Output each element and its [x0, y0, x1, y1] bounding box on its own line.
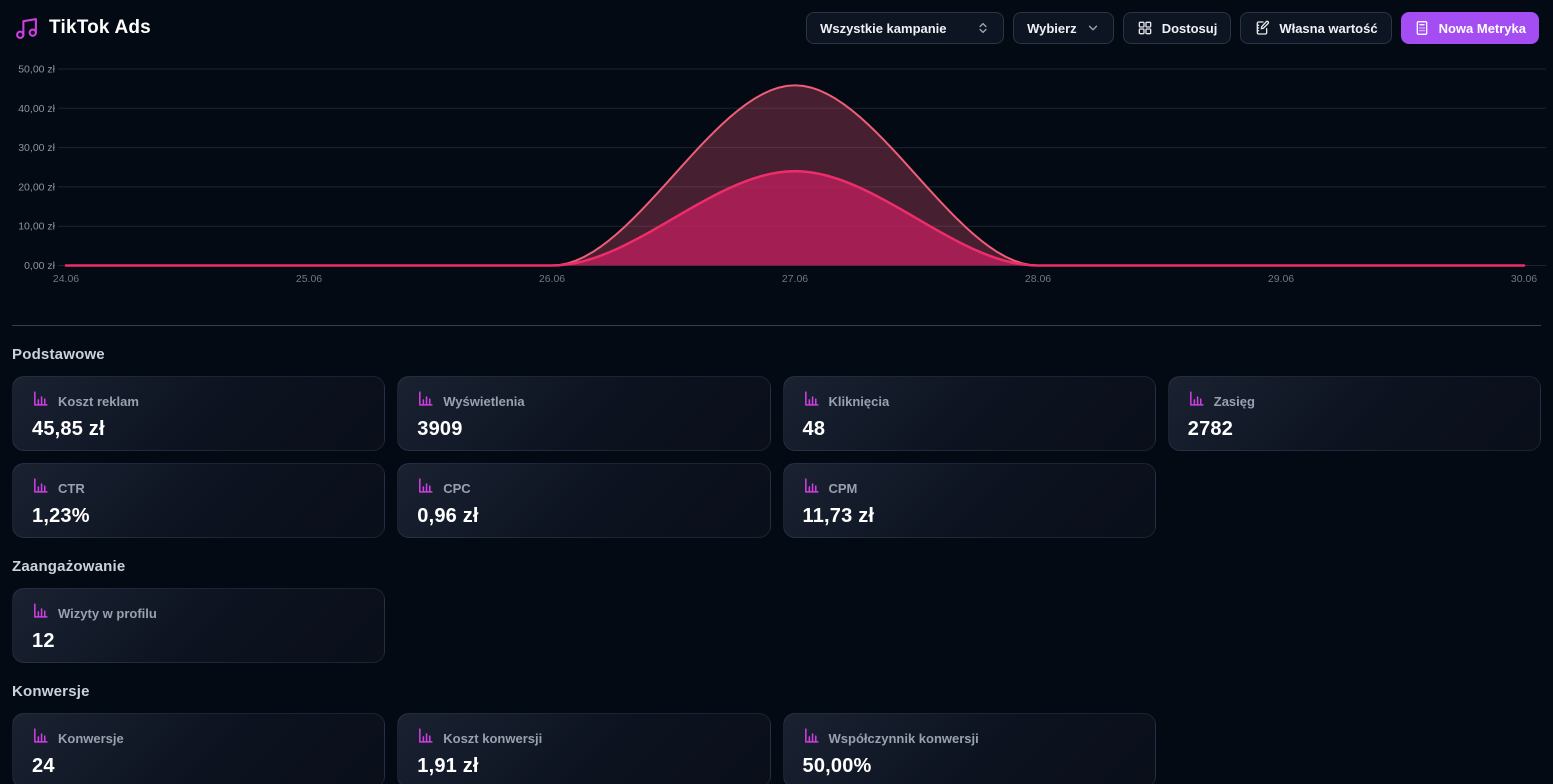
- metric-card-label: Wyświetlenia: [443, 393, 525, 409]
- metric-card[interactable]: Wizyty w profilu 12: [12, 588, 386, 663]
- metric-card-value: 0,96 zł: [417, 505, 479, 527]
- metric-section: Podstawowe Koszt reklam 45,85 zł Wyświetlen…: [12, 346, 1541, 538]
- metric-card[interactable]: CTR 1,23%: [12, 463, 386, 538]
- bar-chart-icon: [803, 727, 820, 749]
- metrics-content: Podstawowe Koszt reklam 45,85 zł Wyświetlen…: [0, 346, 1553, 784]
- metric-card[interactable]: Kliknięcia 48: [782, 376, 1156, 451]
- y-axis-label: 10,00 zł: [18, 221, 55, 233]
- metric-card[interactable]: CPM 11,73 zł: [782, 463, 1156, 538]
- metric-card-label: CPM: [828, 480, 858, 496]
- music-note-icon: [14, 16, 39, 41]
- cards-grid: Koszt reklam 45,85 zł Wyświetlenia 3909 Klik…: [12, 376, 1541, 538]
- custom-value-button-label: Własna wartość: [1279, 20, 1378, 36]
- metric-card[interactable]: Konwersje 24: [12, 713, 386, 784]
- chevron-up-down-icon: [976, 21, 990, 35]
- grid-layout-icon: [1137, 20, 1153, 36]
- new-metric-button[interactable]: Nowa Metryka: [1400, 12, 1539, 44]
- bar-chart-icon: [32, 727, 49, 749]
- metric-card-value: 50,00%: [802, 755, 872, 777]
- customize-button-label: Dostosuj: [1161, 20, 1218, 36]
- campaign-select[interactable]: Wszystkie kampanie: [806, 12, 1005, 44]
- metric-card-label: Koszt reklam: [58, 393, 139, 409]
- calculator-icon: [1414, 20, 1430, 36]
- metric-card[interactable]: Koszt konwersji 1,91 zł: [397, 713, 771, 784]
- x-axis-label: 25.06: [296, 273, 322, 285]
- metric-card-value: 3909: [417, 418, 463, 440]
- new-metric-button-label: Nowa Metryka: [1438, 20, 1526, 36]
- section-title: Podstawowe: [12, 346, 105, 363]
- y-axis-label: 20,00 zł: [18, 181, 55, 193]
- x-axis-label: 29.06: [1268, 273, 1294, 285]
- bar-chart-icon: [803, 477, 820, 499]
- metric-card-value: 24: [32, 755, 55, 777]
- metric-card-label: Współczynnik konwersji: [828, 730, 979, 746]
- metric-section: Zaangażowanie Wizyty w profilu 12: [12, 558, 1541, 663]
- bar-chart-icon: [32, 602, 49, 624]
- metric-card[interactable]: Zasięg 2782: [1167, 376, 1541, 451]
- metric-card-label: Koszt konwersji: [443, 730, 543, 746]
- metric-card-value: 11,73 zł: [802, 505, 875, 527]
- metric-section: Konwersje Konwersje 24 Koszt konwersji 1,91 …: [12, 683, 1541, 784]
- brand: TikTok Ads: [14, 16, 151, 41]
- x-axis-label: 30.06: [1511, 273, 1537, 285]
- bar-chart-icon: [32, 390, 49, 412]
- choose-dropdown-label: Wybierz: [1027, 20, 1077, 36]
- section-divider: [12, 325, 1541, 326]
- bar-chart-icon: [417, 727, 434, 749]
- metric-card-label: Wizyty w profilu: [58, 605, 157, 621]
- notebook-pen-icon: [1254, 20, 1270, 36]
- metric-card-label: CPC: [443, 480, 471, 496]
- line-series_2: [64, 169, 1526, 267]
- y-axis-label: 50,00 zł: [18, 64, 55, 76]
- metric-card-value: 2782: [1187, 418, 1234, 440]
- choose-dropdown[interactable]: Wybierz: [1013, 12, 1114, 44]
- y-axis-label: 40,00 zł: [18, 103, 55, 115]
- metric-card[interactable]: Współczynnik konwersji 50,00%: [782, 713, 1156, 784]
- x-axis-label: 26.06: [539, 273, 565, 285]
- bar-chart-icon: [32, 477, 49, 499]
- section-title: Konwersje: [12, 683, 90, 700]
- metric-card-label: Zasięg: [1213, 393, 1255, 409]
- metric-card-value: 1,23%: [32, 505, 90, 527]
- x-axis-label: 28.06: [1025, 273, 1051, 285]
- y-axis-label: 0,00 zł: [24, 260, 56, 272]
- customize-button[interactable]: Dostosuj: [1122, 12, 1232, 44]
- bar-chart-icon: [1188, 390, 1205, 412]
- metric-card[interactable]: CPC 0,96 zł: [397, 463, 771, 538]
- metric-card-value: 45,85 zł: [32, 418, 105, 440]
- page-title: TikTok Ads: [49, 17, 151, 38]
- bar-chart-icon: [803, 390, 820, 412]
- toolbar: Wszystkie kampanie Wybierz: [806, 12, 1539, 44]
- metric-card[interactable]: Koszt reklam 45,85 zł: [12, 376, 386, 451]
- metric-card-value: 48: [802, 418, 826, 440]
- x-axis-label: 24.06: [53, 273, 79, 285]
- y-axis-label: 30,00 zł: [18, 142, 55, 154]
- metric-card-value: 12: [32, 630, 55, 652]
- chevron-down-icon: [1086, 21, 1100, 35]
- cards-grid: Konwersje 24 Koszt konwersji 1,91 zł Współcz…: [12, 713, 1541, 784]
- metric-card-label: Kliknięcia: [828, 393, 890, 409]
- metric-card[interactable]: Wyświetlenia 3909: [397, 376, 771, 451]
- custom-value-button[interactable]: Własna wartość: [1240, 12, 1392, 44]
- bar-chart-icon: [417, 477, 434, 499]
- area-series_2: [66, 171, 1524, 266]
- spend-area-chart: 50,00 zł 40,00 zł 30,00 zł 20,00 zł 10,00 zł…: [0, 56, 1553, 296]
- section-title: Zaangażowanie: [12, 558, 126, 575]
- top-bar: TikTok Ads Wszystkie kampanie Wybierz: [0, 0, 1553, 56]
- campaign-select-value: Wszystkie kampanie: [820, 20, 947, 36]
- bar-chart-icon: [417, 390, 434, 412]
- cards-grid: Wizyty w profilu 12: [12, 588, 1541, 663]
- metric-card-label: CTR: [58, 480, 85, 496]
- metric-card-label: Konwersje: [58, 730, 124, 746]
- metric-card-value: 1,91 zł: [417, 755, 479, 777]
- x-axis-label: 27.06: [782, 273, 808, 285]
